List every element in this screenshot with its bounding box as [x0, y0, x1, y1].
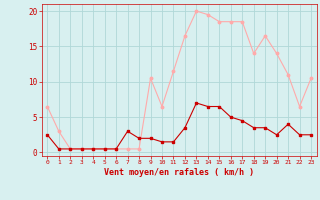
X-axis label: Vent moyen/en rafales ( km/h ): Vent moyen/en rafales ( km/h ) — [104, 168, 254, 177]
